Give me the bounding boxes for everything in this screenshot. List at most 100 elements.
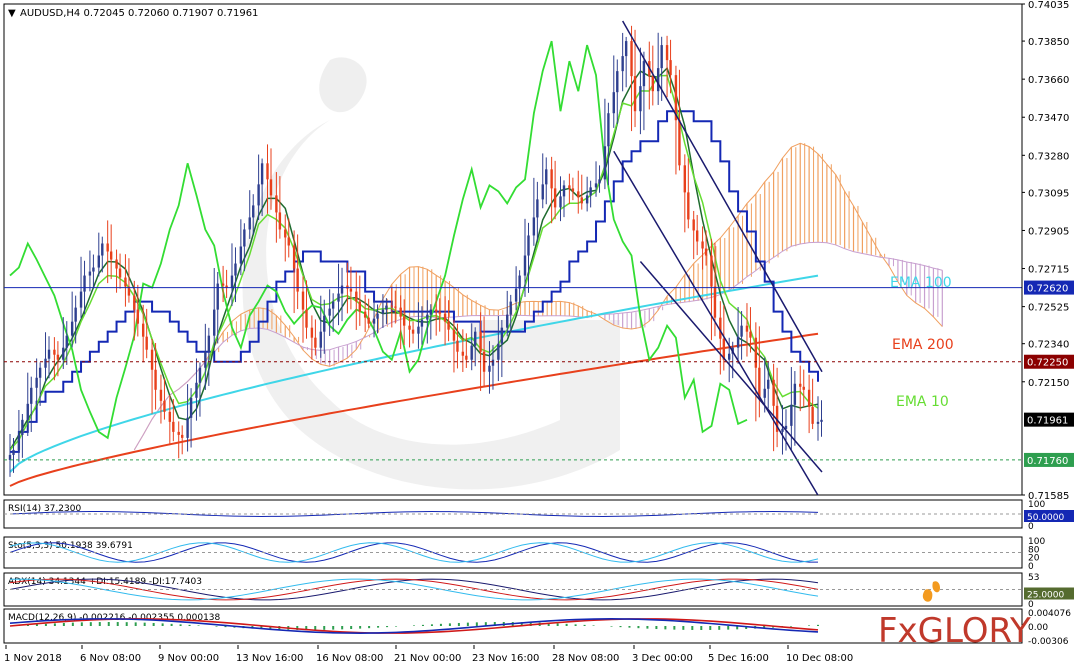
x-tick-label: 3 Dec 00:00 [632, 653, 693, 664]
candle-body [695, 230, 699, 242]
senkou-span-b [133, 241, 943, 451]
indicator-level-tag [1024, 587, 1074, 600]
chikou-line [9, 40, 748, 440]
candle-body [758, 367, 761, 398]
indicator-tick: 0 [1028, 522, 1034, 532]
candle-body [239, 246, 243, 264]
indicator-tick: 100 [1028, 500, 1045, 510]
tick-label: 0.73660 [1028, 75, 1069, 86]
candle-body [571, 188, 575, 192]
candle-body [550, 169, 553, 189]
candle-body [269, 179, 273, 196]
marker-value: 0.72620 [1027, 284, 1068, 295]
candle-body [358, 301, 361, 312]
candle-body [163, 400, 166, 412]
main-plot-frame [3, 3, 1023, 496]
candle-body [411, 329, 415, 334]
candle-body [70, 321, 74, 336]
candle-body [204, 351, 207, 368]
candle-body [612, 92, 615, 114]
candle-body [26, 403, 29, 420]
candle-body [479, 331, 482, 352]
x-tick-label: 28 Nov 08:00 [552, 653, 619, 664]
candle-body [461, 351, 465, 356]
ema-100-line [9, 274, 819, 473]
marker-tag [1024, 280, 1074, 295]
symbol-ohlc-line: AUDUSD,H4 0.72045 0.72060 0.71907 0.7196… [20, 8, 258, 19]
candle-body [429, 309, 433, 315]
candle-body [189, 397, 193, 418]
candle-body [607, 113, 610, 147]
candle-body [820, 419, 823, 422]
candle-body [772, 379, 775, 406]
indicator-level-tag [1024, 510, 1074, 522]
indicator-series-line [9, 578, 819, 601]
candle-body [145, 336, 148, 350]
candle-body [198, 367, 202, 383]
candle-body [447, 321, 450, 330]
candle-body [811, 406, 814, 424]
candle-body [257, 184, 260, 206]
candles [8, 25, 823, 477]
candle-body [287, 237, 290, 246]
candle-body [491, 359, 495, 366]
candle-body [678, 120, 681, 166]
candle-body [230, 275, 234, 288]
indicator-tick: 0 [1028, 562, 1034, 572]
time-axis: 1 Nov 2018 6 Nov 08:00 9 Nov 00:00 13 Nov 1… [4, 645, 853, 664]
candle-body [790, 404, 793, 426]
candle-body [243, 229, 246, 247]
candle-body [736, 336, 740, 348]
indicator-label: MACD(12,26,9) -0.002216 -0.002355 0.0001… [8, 613, 221, 623]
marker-tag [1024, 452, 1074, 467]
candle-body [150, 349, 154, 370]
candle-body [577, 191, 580, 198]
candle-body [127, 286, 131, 296]
candle-body [133, 295, 136, 310]
marker-tag [1024, 412, 1074, 427]
candle-body [296, 268, 299, 292]
candle-body [221, 283, 225, 286]
candle-body [136, 309, 140, 324]
candle-body [474, 331, 477, 346]
tick-label: 0.72525 [1028, 303, 1069, 314]
candle-body [337, 293, 340, 302]
kijun-line [10, 110, 819, 453]
indicator-tick: 53 [1028, 573, 1039, 583]
candle-body [328, 308, 331, 316]
candle-body [323, 315, 326, 332]
candle-body [35, 377, 38, 388]
x-tick-label: 23 Nov 16:00 [472, 653, 539, 664]
tick-label: 0.72340 [1028, 340, 1069, 351]
candle-body [168, 411, 172, 422]
candle-body [118, 268, 122, 278]
candle-body [260, 163, 264, 185]
candle-body [349, 288, 353, 292]
candle-body [589, 187, 592, 196]
candle-body [53, 349, 56, 355]
candle-body [88, 271, 92, 276]
marker-value: 0.72250 [1027, 358, 1068, 369]
candle-body [594, 183, 598, 188]
candle-body [807, 389, 811, 407]
candle-body [417, 326, 420, 334]
candle-body [799, 383, 802, 387]
candle-body [408, 325, 411, 330]
macd-line [9, 618, 819, 634]
indicator-label: Sto(5,3,3) 50.1938 39.6791 [8, 541, 133, 551]
candle-body [340, 285, 344, 294]
indicator-tick: 0.00 [1028, 623, 1048, 633]
trend-channel-line [622, 20, 823, 373]
tick-label: 0.72715 [1028, 265, 1069, 276]
candle-body [674, 75, 678, 121]
symbol-arrow-icon[interactable]: ▼ [8, 8, 16, 19]
indicator-tick: 20 [1028, 554, 1040, 564]
candle-body [754, 337, 758, 368]
indicator-level-value: 25.0000 [1027, 591, 1064, 601]
indicator-tick: 100 [1028, 537, 1045, 547]
ema-label: EMA 100 [890, 275, 952, 291]
candle-body [195, 382, 198, 398]
candle-body [17, 434, 21, 450]
candle-body [506, 314, 509, 328]
